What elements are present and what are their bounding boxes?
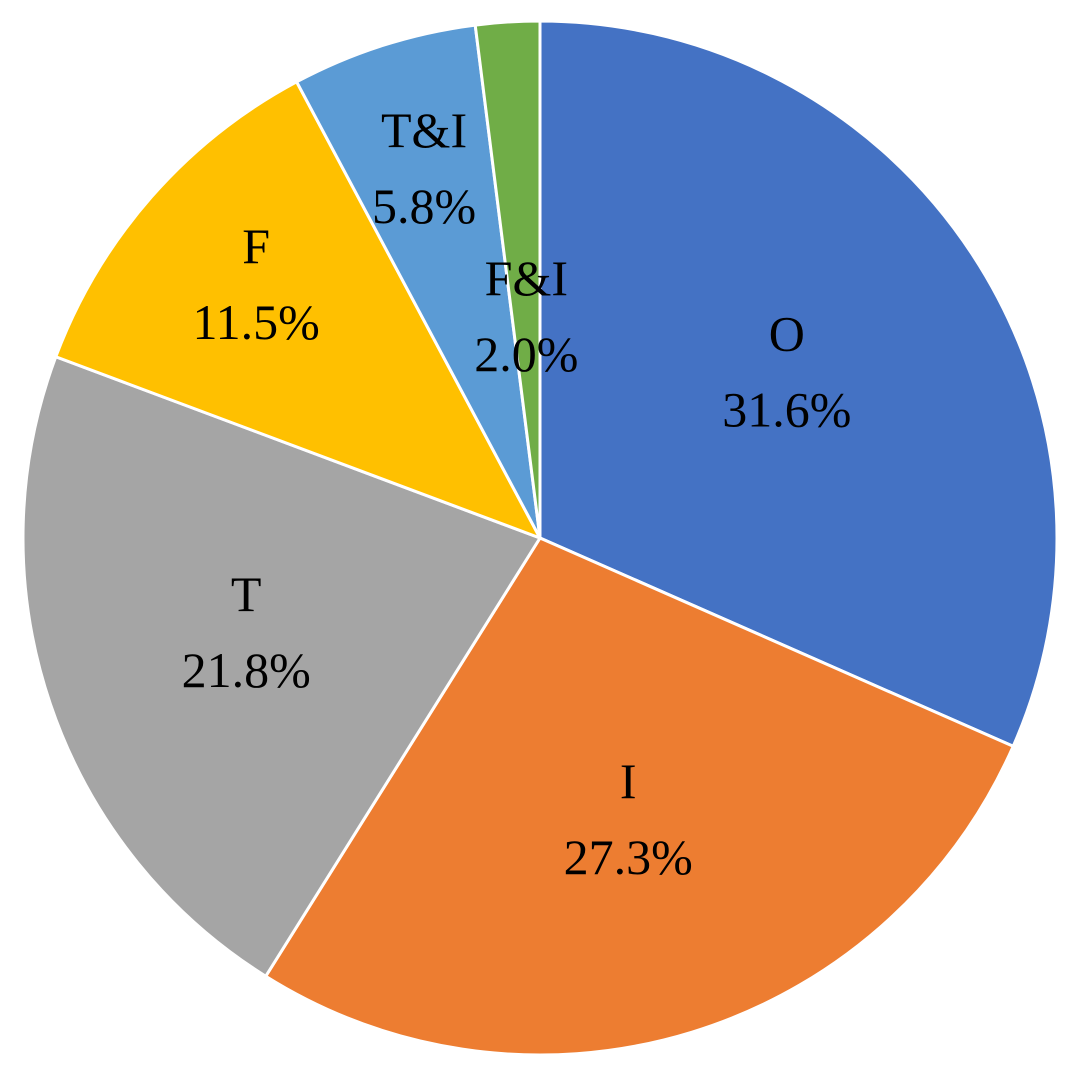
- slice-label: T&I: [381, 102, 467, 158]
- pie-slice: [21, 354, 543, 979]
- pie-slice: [473, 19, 542, 539]
- pie-slice: [53, 79, 544, 541]
- pie-slice: [263, 536, 1016, 1057]
- pie-slice: [538, 19, 1059, 749]
- data-label: 2.0%: [474, 326, 578, 382]
- data-label: 31.6%: [722, 381, 851, 437]
- data-label: 5.8%: [372, 178, 476, 234]
- data-label: 11.5%: [192, 294, 319, 350]
- data-label: 21.8%: [182, 642, 311, 698]
- slice-label: T: [231, 566, 262, 622]
- slice-label: O: [769, 305, 805, 361]
- slice-label: F: [242, 218, 270, 274]
- slice-label: F&I: [485, 250, 568, 306]
- data-label: 27.3%: [564, 829, 693, 885]
- slice-label: I: [620, 753, 637, 809]
- pie-slice: [294, 23, 542, 539]
